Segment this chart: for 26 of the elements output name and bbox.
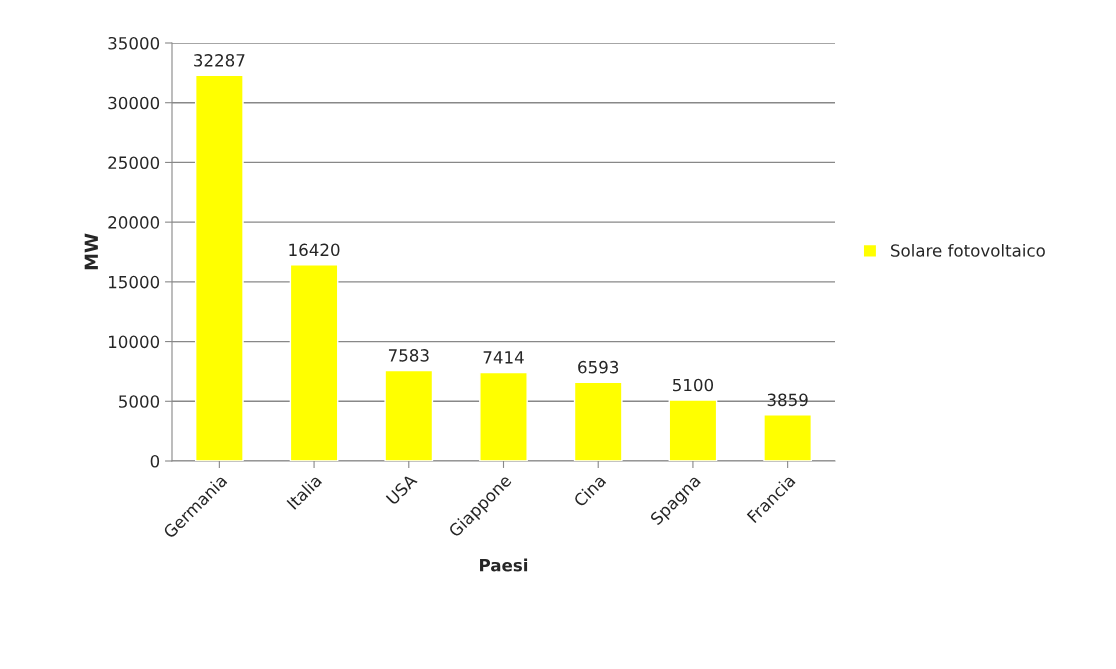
x-tick-label: USA [385,473,418,506]
y-tick-label: 20000 [108,216,160,229]
bar [573,381,623,461]
data-label: 5100 [673,378,714,392]
bar [194,74,244,461]
y-tick-label: 15000 [109,275,160,289]
y-tick-label: 35000 [108,36,160,50]
bar [763,414,813,461]
y-tick-label: 25000 [108,156,160,169]
bar [479,371,528,461]
y-tick-label: 0 [150,454,160,468]
data-label: 6593 [578,360,619,374]
bar [384,369,434,461]
data-label: 7583 [388,349,429,362]
data-label: 32287 [194,54,245,67]
y-tick-label: 5000 [119,395,160,408]
y-tick-label: 30000 [108,96,160,110]
data-label: 3859 [767,393,808,407]
bar [289,264,339,461]
legend-label: Solare fotovoltaico [891,243,1045,257]
y-axis-title: MW [84,233,98,270]
data-label: 7414 [483,351,524,364]
data-label: 16420 [289,243,340,257]
bar [668,399,718,461]
x-axis-title: Paesi [480,558,528,572]
y-tick-label: 10000 [109,335,160,349]
